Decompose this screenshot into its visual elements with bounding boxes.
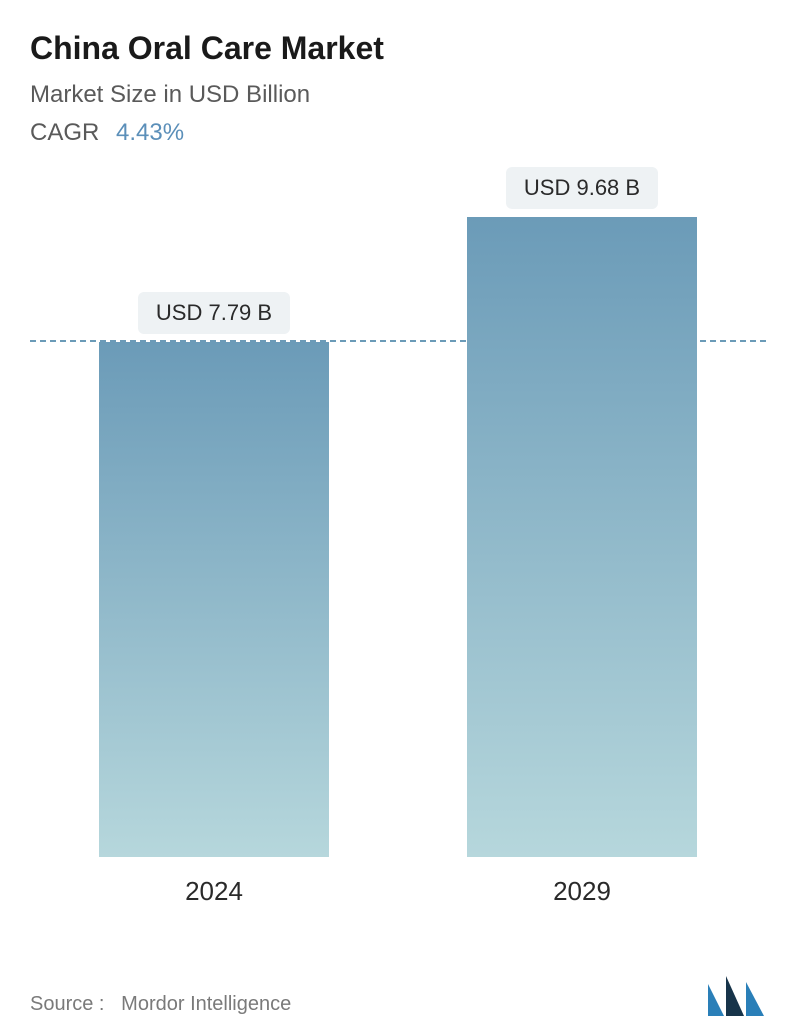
cagr-label: CAGR [30, 119, 99, 146]
chart-area: USD 7.79 BUSD 9.68 B 20242029 [30, 187, 766, 907]
x-axis-label: 2024 [64, 876, 364, 907]
page-title: China Oral Care Market [30, 30, 766, 67]
chart-container: China Oral Care Market Market Size in US… [0, 0, 796, 1034]
bar-value-label: USD 9.68 B [506, 167, 658, 209]
brand-logo [706, 976, 766, 1016]
bars-wrap: USD 7.79 BUSD 9.68 B [30, 217, 766, 857]
bar-group: USD 9.68 B [432, 217, 732, 857]
bar-group: USD 7.79 B [64, 342, 364, 857]
cagr-value: 4.43% [116, 119, 184, 146]
bar [467, 217, 697, 857]
cagr-row: CAGR 4.43% [30, 119, 766, 147]
footer: Source : Mordor Intelligence [30, 976, 766, 1016]
bar-value-label: USD 7.79 B [138, 292, 290, 334]
logo-icon [706, 976, 766, 1016]
source-label: Source : [30, 993, 104, 1015]
subtitle: Market Size in USD Billion [30, 81, 766, 109]
x-axis-label: 2029 [432, 876, 732, 907]
source-name: Mordor Intelligence [121, 993, 291, 1015]
x-axis-labels: 2024 2029 [30, 876, 766, 907]
bar [99, 342, 329, 857]
source-text: Source : Mordor Intelligence [30, 993, 291, 1016]
